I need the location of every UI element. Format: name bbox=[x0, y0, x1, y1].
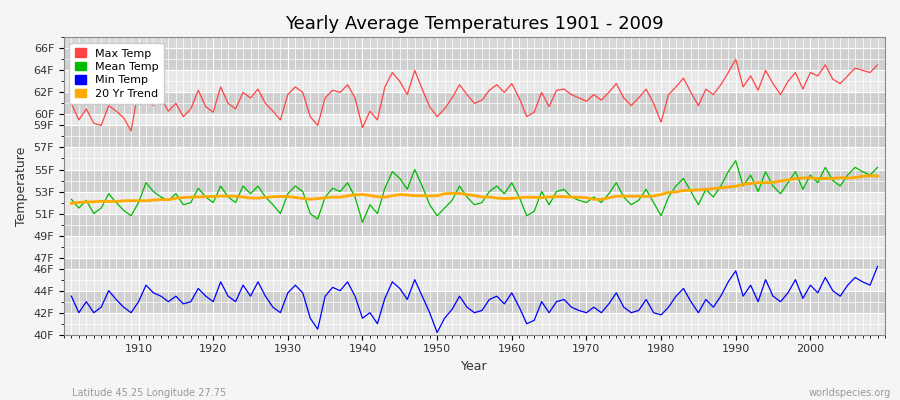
Bar bbox=[64, 258, 885, 269]
Title: Yearly Average Temperatures 1901 - 2009: Yearly Average Temperatures 1901 - 2009 bbox=[285, 15, 664, 33]
Text: Latitude 45.25 Longitude 27.75: Latitude 45.25 Longitude 27.75 bbox=[72, 388, 226, 398]
Bar bbox=[64, 236, 885, 258]
Bar bbox=[64, 214, 885, 236]
Bar bbox=[64, 126, 885, 148]
Text: worldspecies.org: worldspecies.org bbox=[809, 388, 891, 398]
Bar bbox=[64, 269, 885, 291]
Bar bbox=[64, 70, 885, 92]
Y-axis label: Temperature: Temperature bbox=[15, 146, 28, 226]
Bar bbox=[64, 114, 885, 126]
Bar bbox=[64, 313, 885, 335]
Bar bbox=[64, 170, 885, 192]
Bar bbox=[64, 192, 885, 214]
Legend: Max Temp, Mean Temp, Min Temp, 20 Yr Trend: Max Temp, Mean Temp, Min Temp, 20 Yr Tre… bbox=[69, 43, 164, 104]
Bar bbox=[64, 48, 885, 70]
Bar bbox=[64, 92, 885, 114]
Bar bbox=[64, 291, 885, 313]
Bar bbox=[64, 148, 885, 170]
X-axis label: Year: Year bbox=[461, 360, 488, 373]
